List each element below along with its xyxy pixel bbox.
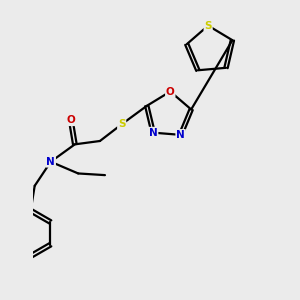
Text: O: O (166, 86, 175, 97)
Text: N: N (176, 130, 185, 140)
Text: N: N (149, 128, 158, 138)
Text: O: O (67, 115, 75, 125)
Text: S: S (204, 21, 212, 31)
Text: S: S (118, 119, 125, 129)
Text: N: N (46, 157, 55, 167)
